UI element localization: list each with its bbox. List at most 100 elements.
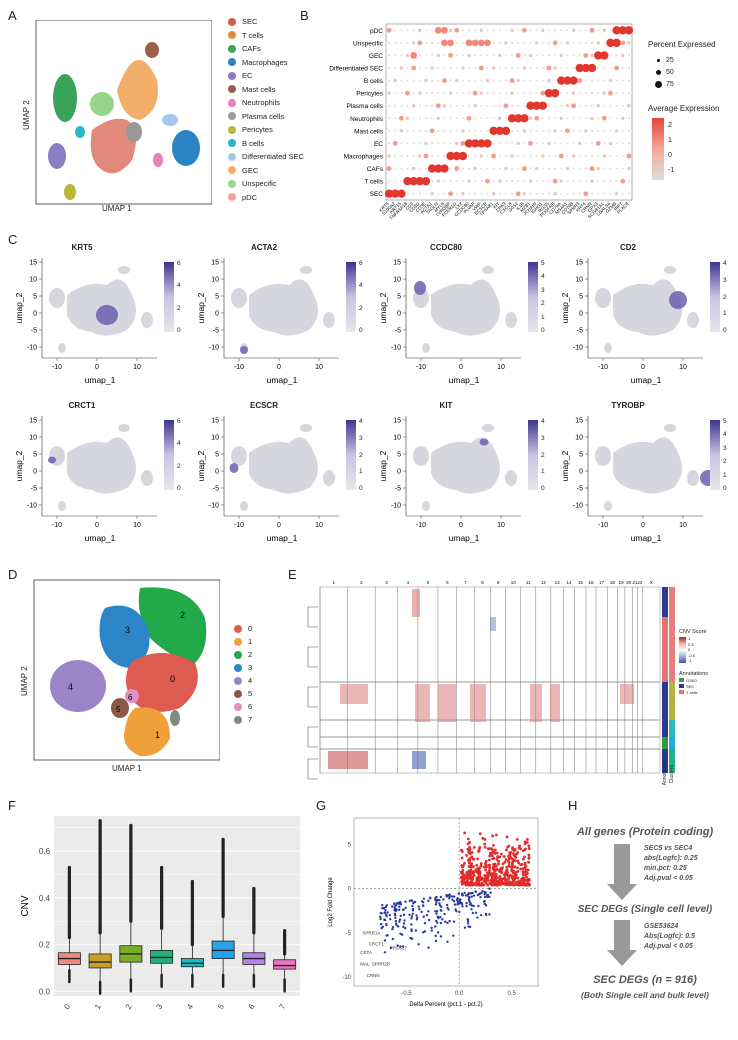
volcano-point-up: [528, 878, 531, 882]
dotplot-dot: [486, 167, 489, 170]
cluster-ec: [48, 143, 66, 169]
dotplot-dot: [578, 29, 581, 32]
volcano-point-up: [484, 874, 488, 878]
dotplot-dot: [615, 142, 618, 145]
volcano-point-up: [467, 851, 471, 855]
dotplot-dot: [430, 66, 434, 70]
feature-colorbar-tick: 4: [723, 260, 727, 267]
cluster-2: [138, 587, 207, 663]
dotplot-dot: [492, 167, 495, 170]
dotplot-dot: [510, 28, 514, 32]
volcano-point-down: [417, 943, 420, 946]
dotplot-dot: [400, 180, 403, 183]
dotplot-dot: [441, 39, 448, 47]
dotplot-dot: [554, 104, 557, 107]
legend-item: Differentiated SEC: [228, 150, 308, 164]
volcano-point-down: [463, 926, 467, 929]
dotplot-dot: [504, 29, 507, 32]
dotplot-dot: [510, 154, 514, 158]
dotplot-dot: [584, 29, 587, 32]
dotplot-dot: [448, 28, 453, 32]
volcano-point-down: [452, 899, 456, 903]
dotplot-dot: [515, 191, 521, 197]
dotplot-dot: [547, 167, 550, 170]
dotplot-dot: [578, 104, 581, 107]
dotplot-gene-label: KRT4: [575, 201, 587, 213]
volcano-point-down: [427, 918, 431, 922]
feature-ytick: 15: [575, 260, 583, 267]
dotplot-dot: [446, 151, 455, 161]
volcano-point-down: [383, 918, 387, 922]
volcano-point-up: [488, 858, 491, 862]
dotplot-dot: [597, 29, 600, 32]
volcano-point-down: [441, 918, 444, 921]
dotplot-dot: [479, 28, 484, 32]
volcano-point-down: [399, 945, 402, 948]
dotplot-dot: [460, 141, 466, 146]
feature-ytick: 0: [579, 469, 583, 476]
volcano-point-down: [436, 921, 439, 924]
dotplot-row-label: Differentiated SEC: [329, 66, 383, 73]
box-group: [88, 819, 112, 995]
volcano-point-up: [523, 840, 527, 844]
volcano-point-down: [389, 917, 392, 921]
dotplot-dot: [584, 104, 587, 107]
volcano-point-up: [471, 865, 475, 868]
expr-title: Average Expression: [648, 104, 720, 113]
volcano-point-down: [483, 895, 487, 899]
dotplot-dot: [560, 41, 563, 44]
feature-embedding: [431, 437, 500, 494]
dotplot-dot: [511, 180, 514, 183]
volcano-point-down: [460, 892, 464, 895]
cluster-bar: [669, 749, 675, 773]
dotplot-dot: [583, 53, 589, 58]
dotplot-dot: [529, 92, 532, 95]
volcano-point-down: [420, 910, 423, 914]
chromosome-label: 21: [632, 580, 638, 585]
feature-colorbar-tick: 1: [541, 313, 545, 321]
dotplot-dot: [394, 167, 397, 170]
expr-tick: -1: [668, 167, 675, 174]
dotplot-dot: [388, 129, 391, 132]
dotplot-dot: [484, 39, 491, 47]
dotplot-dot: [448, 53, 453, 58]
dotplot-dot: [418, 54, 421, 57]
panel-label-c: C: [8, 232, 18, 247]
volcano-point-down: [442, 898, 445, 901]
dotplot-dot: [412, 142, 415, 145]
dotplot-dot: [411, 104, 416, 108]
volcano-point-down: [476, 916, 479, 919]
legend-swatch: [228, 71, 236, 80]
dotplot-dot: [418, 91, 422, 95]
feature-embedding: [422, 501, 430, 511]
dotplot-dot: [474, 67, 477, 69]
dotplot-dot: [541, 167, 544, 170]
legend-swatch: [228, 125, 236, 134]
feature-expression: [240, 346, 248, 354]
dotplot-dot: [491, 153, 497, 159]
chromosome-label: 18: [610, 580, 616, 585]
dotplot-dot: [565, 128, 570, 134]
volcano-point-down: [403, 926, 407, 930]
dotplot-dot: [492, 104, 495, 107]
dotplot-dot: [560, 67, 563, 69]
dotplot-dot: [411, 65, 417, 71]
volcano-point-up: [492, 868, 496, 872]
box-group: [211, 837, 235, 988]
feature-colorbar-ticks: 4 3 2 1 0: [541, 418, 545, 492]
dotplot-row-label: SEC: [370, 191, 384, 198]
dotplot-dot: [424, 54, 427, 57]
cluster-1: [124, 707, 170, 757]
volcano-point-down: [402, 908, 405, 911]
boxplot-xtick: 5: [216, 1002, 226, 1011]
volcano-point-up: [504, 858, 508, 861]
feature-ytick: -5: [31, 328, 37, 335]
volcano-point-up: [516, 866, 519, 870]
dotplot-dot: [393, 78, 397, 83]
volcano-point-up: [510, 874, 514, 878]
volcano-point-down: [436, 931, 440, 934]
dotplot-dot: [403, 176, 412, 186]
feature-colorbar-tick: 6: [177, 260, 181, 267]
dotplot-dot: [615, 104, 618, 107]
dendrogram: [307, 606, 318, 628]
